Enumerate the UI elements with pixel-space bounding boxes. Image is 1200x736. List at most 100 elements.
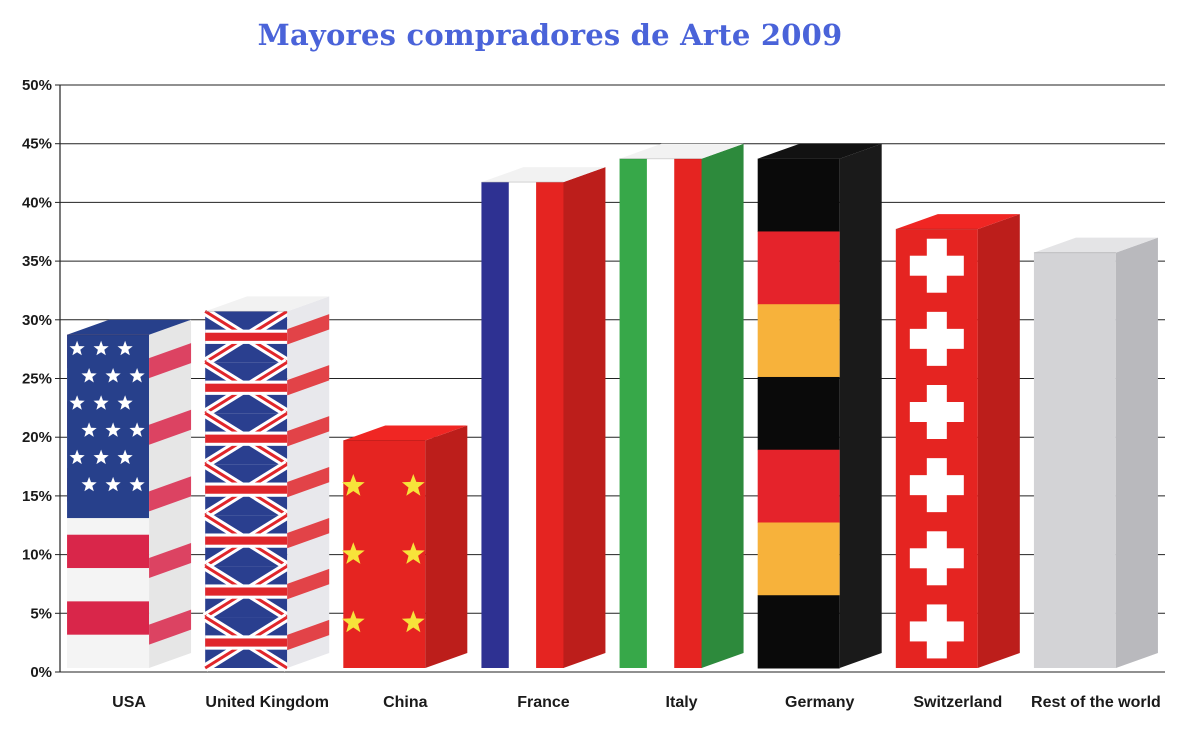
chart-title: Mayores compradores de Arte 2009 (257, 18, 843, 52)
usa-star-icon (81, 368, 97, 383)
bar-top-face (205, 296, 330, 312)
uk-cross-red (205, 485, 288, 494)
bar-side-stripe (287, 314, 330, 345)
swiss-cross-icon (926, 384, 947, 439)
x-tick-label: France (517, 694, 570, 711)
uk-cross-red (205, 434, 288, 443)
usa-red-stripe (67, 534, 150, 569)
italy-stripe (646, 158, 675, 668)
y-tick-label: 30% (22, 312, 52, 329)
bar-side-stripe (287, 365, 330, 396)
swiss-field (895, 229, 978, 668)
usa-star-icon (117, 449, 133, 465)
bar-side-face (563, 167, 606, 668)
uk-cross-red (205, 536, 288, 545)
germany-stripe (757, 158, 840, 232)
usa-star-icon (93, 395, 109, 410)
germany-stripe (757, 522, 840, 596)
y-tick-label: 40% (22, 194, 52, 211)
usa-star-icon (69, 340, 85, 356)
china-star-icon (401, 474, 425, 496)
bar-italy (619, 143, 744, 668)
bar-top-face (895, 214, 1020, 230)
bar-side-stripe (287, 568, 330, 600)
china-star-icon (341, 474, 365, 496)
bar-side-stripe (287, 416, 330, 447)
swiss-cross-icon (926, 458, 947, 513)
china-star-icon (341, 542, 365, 564)
bar-germany (757, 143, 882, 669)
uk-cross-red (205, 587, 288, 596)
bar-usa (67, 319, 192, 668)
bar-side-stripe (149, 609, 192, 645)
italy-stripe (674, 158, 703, 668)
y-tick-label: 15% (22, 488, 52, 505)
y-tick-label: 5% (30, 605, 52, 622)
y-tick-label: 20% (22, 429, 52, 446)
bar-switzerland (895, 214, 1020, 668)
swiss-cross-icon (926, 238, 947, 293)
swiss-cross-icon (926, 311, 947, 366)
bar-united-kingdom (202, 296, 330, 672)
bar-face (1033, 252, 1116, 668)
x-tick-label: United Kingdom (205, 694, 329, 711)
bar-top-face (1033, 237, 1158, 253)
china-star-icon (341, 610, 365, 633)
y-tick-label: 35% (22, 253, 52, 270)
usa-star-icon (105, 368, 121, 383)
uk-cross-red (205, 383, 288, 392)
germany-stripe (757, 304, 840, 378)
bar-top-face (757, 143, 882, 159)
bar-side-face (839, 143, 882, 668)
usa-star-icon (129, 422, 145, 437)
y-tick-label: 0% (30, 664, 52, 681)
usa-star-icon (93, 340, 109, 356)
x-tick-label: Rest of the world (1031, 694, 1161, 711)
bar-top-face (67, 319, 192, 335)
y-tick-label: 45% (22, 136, 52, 153)
usa-star-icon (129, 476, 145, 492)
bar-side-stripe (149, 476, 192, 512)
bar-top-face (343, 425, 468, 441)
bar-side-face (701, 143, 744, 668)
x-tick-label: China (383, 694, 428, 711)
bar-china (341, 425, 468, 668)
china-star-icon (401, 610, 425, 633)
swiss-cross-icon (926, 604, 947, 659)
bar-side-face (1115, 237, 1158, 668)
y-tick-label: 50% (22, 77, 52, 94)
germany-stripe (757, 595, 840, 669)
y-tick-label: 10% (22, 547, 52, 564)
bar-top-face (619, 143, 744, 159)
bar-side-stripe (149, 343, 192, 379)
bar-side-stripe (287, 517, 330, 549)
germany-stripe (757, 231, 840, 305)
france-stripe (508, 182, 537, 668)
usa-star-icon (117, 395, 133, 410)
bar-top-face (481, 167, 606, 183)
bar-france (481, 167, 606, 668)
usa-star-icon (105, 476, 121, 492)
x-tick-label: Germany (785, 694, 854, 711)
x-tick-label: Italy (666, 694, 698, 711)
bar-side-stripe (287, 619, 330, 651)
usa-star-icon (93, 449, 109, 465)
uk-cross-red (205, 332, 288, 341)
usa-star-icon (69, 449, 85, 465)
x-tick-label: Switzerland (913, 694, 1002, 711)
usa-red-stripe (67, 601, 150, 635)
bar-side-stripe (287, 467, 330, 498)
usa-star-icon (81, 476, 97, 492)
italy-stripe (619, 158, 648, 668)
x-tick-label: USA (112, 694, 146, 711)
germany-stripe (757, 449, 840, 523)
china-star-icon (401, 542, 425, 564)
swiss-cross-icon (926, 531, 947, 586)
usa-star-icon (117, 340, 133, 356)
usa-star-icon (129, 368, 145, 383)
usa-star-icon (81, 422, 97, 437)
germany-stripe (757, 376, 840, 451)
y-tick-label: 25% (22, 371, 52, 388)
usa-star-icon (105, 422, 121, 437)
